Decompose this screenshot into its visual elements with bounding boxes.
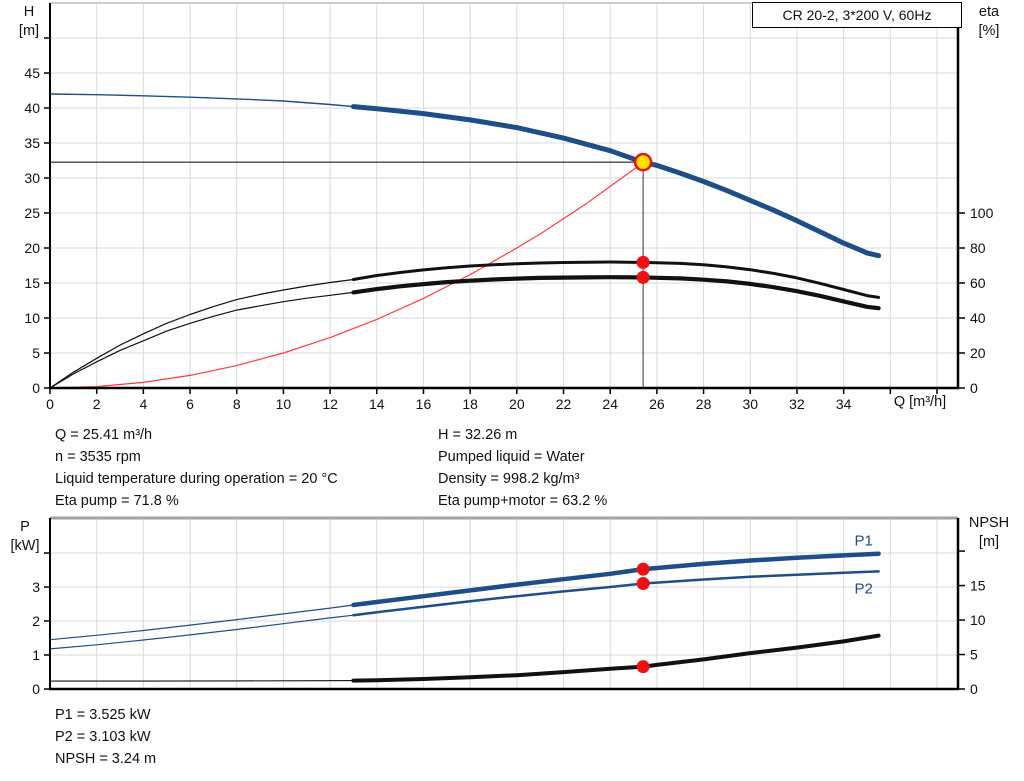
series-label-p1: P1 (854, 533, 872, 550)
p1-curve-thick (351, 551, 881, 608)
h-axis-name: H (23, 4, 35, 20)
x-tick-label: 16 (416, 396, 432, 412)
pump-title-box: CR 20-2, 3*200 V, 60Hz (752, 2, 962, 28)
left-tick-label: 35 (24, 135, 40, 151)
x-tick-label: 18 (462, 396, 478, 412)
duty-data-right-column: H = 32.26 m Pumped liquid = Water Densit… (438, 424, 607, 512)
operating-dot (636, 660, 650, 674)
left-tick-label: 0 (32, 681, 40, 697)
eta-axis-unit: [%] (978, 23, 1000, 39)
left-tick-label: 30 (24, 170, 40, 186)
x-tick-label: 6 (186, 396, 194, 412)
x-tick-label: 10 (276, 396, 292, 412)
duty-speed: n = 3535 rpm (55, 449, 141, 465)
duty-head: H = 32.26 m (438, 427, 518, 443)
h-axis-unit: [m] (18, 23, 40, 39)
right-tick-label: 40 (970, 310, 986, 326)
operating-dot (636, 577, 650, 591)
p2-curve-thick (352, 570, 880, 617)
duty-npsh: NPSH = 3.24 m (55, 751, 157, 767)
duty-p2: P2 = 3.103 kW (55, 729, 151, 745)
x-tick-label: 4 (139, 396, 147, 412)
right-tick-label: 60 (970, 275, 986, 291)
npsh-axis-label: NPSH [m] (956, 514, 1022, 552)
npsh-axis-name: NPSH (968, 515, 1010, 531)
duty-p1: P1 = 3.525 kW (55, 707, 151, 723)
right-tick-label: 20 (970, 345, 986, 361)
x-tick-label: 22 (556, 396, 572, 412)
x-tick-label: 14 (369, 396, 385, 412)
h-axis-label: H [m] (8, 3, 50, 41)
left-tick-label: 5 (32, 345, 40, 361)
duty-eta-pump-motor: Eta pump+motor = 63.2 % (438, 493, 608, 509)
duty-point-marker (633, 152, 653, 172)
right-tick-label: 100 (970, 205, 994, 221)
x-tick-label: 12 (322, 396, 338, 412)
right-tick-label: 0 (970, 681, 978, 697)
npsh-curve-thick (351, 633, 881, 683)
power-npsh-chart: P1 P2 0 1 2 3 0 5 10 15 (32, 516, 986, 697)
series-label-p2: P2 (854, 580, 872, 597)
x-tick-label: 20 (509, 396, 525, 412)
right-tick-label: 80 (970, 240, 986, 256)
duty-eta-pump: Eta pump = 71.8 % (55, 493, 179, 509)
left-tick-label: 45 (24, 65, 40, 81)
power-data-column: P1 = 3.525 kW P2 = 3.103 kW NPSH = 3.24 … (55, 704, 156, 770)
left-tick-label: 1 (32, 647, 40, 663)
left-tick-label: 10 (24, 310, 40, 326)
pump-curve-thin (49, 93, 355, 108)
right-tick-label: 0 (970, 380, 978, 396)
x-tick-label: 2 (93, 396, 101, 412)
npsh-axis-unit: [m] (978, 534, 1000, 550)
x-tick-label: 28 (696, 396, 712, 412)
operating-dot (636, 562, 650, 576)
power-npsh-chart-grid (50, 518, 958, 689)
pump-curve-thick (350, 104, 882, 259)
right-tick-label: 15 (970, 578, 986, 594)
duty-density: Density = 998.2 kg/m³ (438, 471, 580, 487)
right-tick-label: 5 (970, 647, 978, 663)
p-axis-name: P (20, 519, 30, 535)
left-tick-label: 3 (32, 579, 40, 595)
x-tick-label: 8 (233, 396, 241, 412)
system-curve (49, 161, 644, 389)
x-tick-label: 32 (789, 396, 805, 412)
p1-curve-thin (49, 604, 354, 641)
qh-eta-chart-grid (50, 3, 958, 388)
x-tick-label: 30 (742, 396, 758, 412)
eta-pump-curve-thick (351, 260, 881, 299)
eta-axis-label: eta [%] (960, 3, 1018, 41)
p-axis-unit: [kW] (10, 538, 40, 554)
left-tick-label: 0 (32, 380, 40, 396)
duty-flow: Q = 25.41 m³/h (55, 427, 153, 443)
p2-curve-thin (49, 614, 354, 650)
operating-dot (636, 270, 650, 284)
x-tick-label: 24 (602, 396, 618, 412)
left-tick-label: 20 (24, 240, 40, 256)
x-tick-label: 34 (836, 396, 852, 412)
q-axis-title: Q [m³/h] (893, 394, 947, 410)
duty-pumped-liquid: Pumped liquid = Water (438, 449, 585, 465)
operating-dot (636, 255, 650, 269)
left-tick-label: 25 (24, 205, 40, 221)
left-tick-label: 2 (32, 613, 40, 629)
duty-data-left-column: Q = 25.41 m³/h n = 3535 rpm Liquid tempe… (55, 424, 338, 512)
eta-pump-motor-curve-thick (351, 275, 881, 311)
eta-pump-curve-thin (49, 278, 354, 389)
x-tick-label: 26 (649, 396, 665, 412)
x-tick-label: 0 (46, 396, 54, 412)
eta-axis-name: eta (978, 4, 1000, 20)
eta-pump-motor-curve-thin (49, 291, 354, 389)
right-tick-label: 10 (970, 612, 986, 628)
left-tick-label: 15 (24, 275, 40, 291)
p-axis-label: P [kW] (2, 518, 48, 556)
duty-liquid-temp: Liquid temperature during operation = 20… (55, 471, 338, 487)
npsh-curve-thin (49, 680, 354, 682)
left-tick-label: 40 (24, 100, 40, 116)
